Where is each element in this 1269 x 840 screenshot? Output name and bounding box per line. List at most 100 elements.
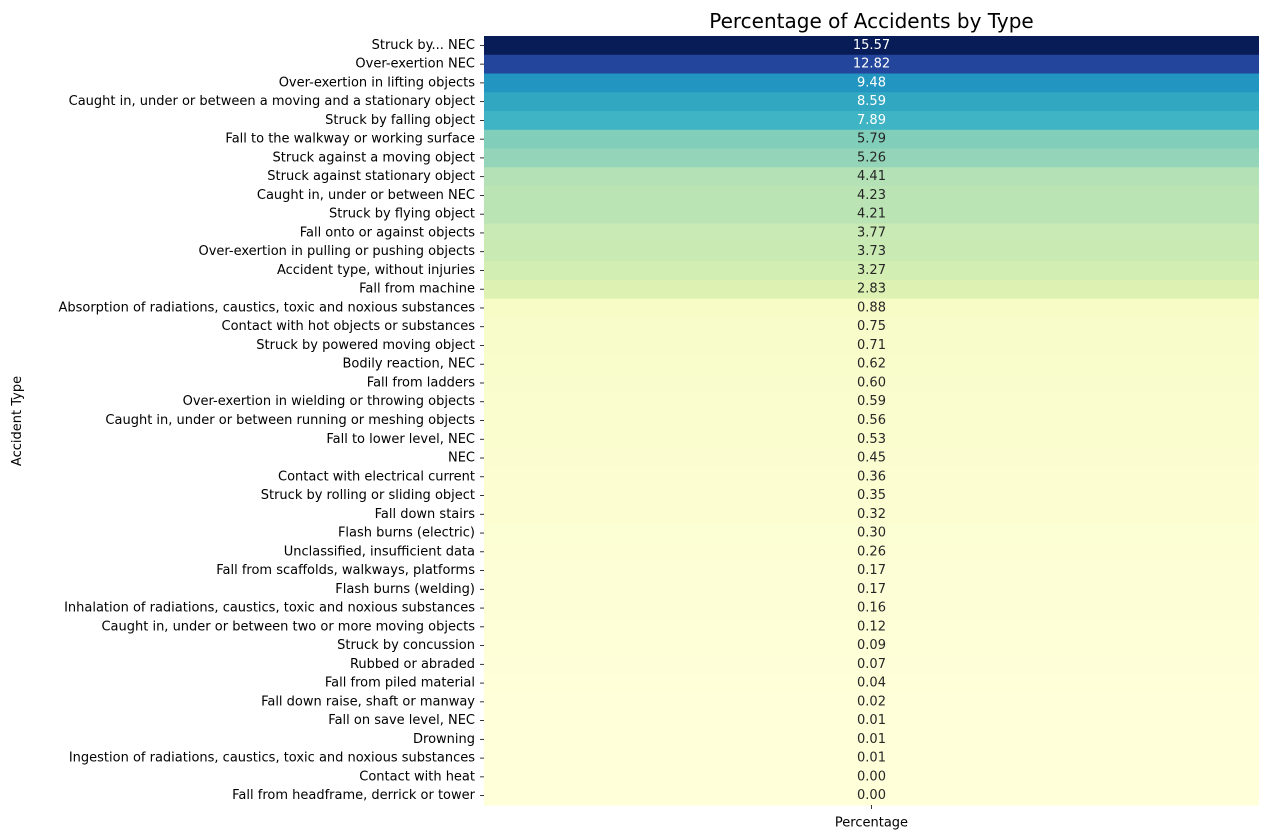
cell-value-label: 0.17: [857, 582, 886, 597]
y-tick-label: Fall down stairs: [375, 507, 476, 522]
heatmap-cell: [484, 429, 1259, 450]
y-tick-label: Caught in, under or between a moving and…: [69, 94, 475, 109]
cell-value-label: 0.32: [857, 507, 886, 522]
cell-value-label: 4.21: [857, 207, 886, 222]
cell-value-label: 15.57: [853, 38, 890, 53]
cell-value-label: 0.00: [857, 788, 886, 803]
cell-value-label: 0.00: [857, 769, 886, 784]
cell-value-label: 0.04: [857, 676, 886, 691]
heatmap-cell: [484, 111, 1259, 131]
heatmap-cell: [484, 523, 1259, 544]
cell-value-label: 12.82: [853, 57, 890, 72]
cell-value-label: 4.41: [857, 169, 886, 184]
chart-title: Percentage of Accidents by Type: [709, 9, 1034, 33]
y-tick-label: Fall from machine: [359, 282, 475, 297]
x-tick-label: Percentage: [835, 816, 908, 831]
heatmap-cell: [484, 36, 1259, 56]
y-tick-label: Flash burns (welding): [335, 582, 475, 597]
y-tick-label: NEC: [448, 451, 475, 466]
y-tick-label: Struck against a moving object: [273, 150, 475, 165]
heatmap-cell: [484, 579, 1259, 600]
heatmap-cell: [484, 317, 1259, 337]
y-tick-label: Fall from piled material: [325, 676, 475, 691]
y-tick-label: Rubbed or abraded: [350, 657, 475, 672]
y-tick-label: Contact with heat: [359, 769, 475, 784]
cell-value-label: 0.53: [857, 432, 886, 447]
cell-value-label: 0.59: [857, 394, 886, 409]
y-tick-label: Over-exertion in wielding or throwing ob…: [183, 394, 476, 409]
y-tick-label: Struck by powered moving object: [256, 338, 475, 353]
heatmap-cell: [484, 748, 1259, 769]
cell-value-label: 0.02: [857, 694, 886, 709]
heatmap-cell: [484, 561, 1259, 581]
heatmap-cell: [484, 467, 1259, 487]
cell-value-label: 0.01: [857, 713, 886, 728]
cell-value-label: 0.62: [857, 357, 886, 372]
heatmap-cell: [484, 54, 1259, 75]
cell-value-label: 0.56: [857, 413, 886, 428]
y-tick-label: Struck by flying object: [329, 207, 475, 222]
cell-value-label: 3.73: [857, 244, 886, 259]
y-tick-label: Caught in, under or between NEC: [257, 188, 475, 203]
heatmap-cell: [484, 204, 1259, 225]
y-tick-label: Unclassified, insufficient data: [284, 544, 475, 559]
heatmap-cell: [484, 729, 1259, 750]
cell-value-label: 9.48: [857, 75, 886, 90]
y-tick-label: Struck by falling object: [325, 113, 475, 128]
y-tick-label: Fall onto or against objects: [300, 225, 476, 240]
cell-value-label: 0.26: [857, 544, 886, 559]
cell-value-label: 7.89: [857, 113, 886, 128]
y-tick-label: Caught in, under or between running or m…: [105, 413, 475, 428]
heatmap-cell: [484, 223, 1259, 243]
cell-value-label: 0.01: [857, 751, 886, 766]
cell-value-label: 3.27: [857, 263, 886, 278]
x-axis: Percentage: [835, 805, 908, 831]
y-tick-label: Fall from ladders: [367, 375, 475, 390]
y-axis-label: Accident Type: [10, 376, 25, 466]
cell-value-label: 0.60: [857, 375, 886, 390]
cell-value-label: 4.23: [857, 188, 886, 203]
cell-value-label: 0.75: [857, 319, 886, 334]
y-tick-label: Drowning: [413, 732, 475, 747]
heatmap-cell: [484, 673, 1259, 694]
y-tick-label: Flash burns (electric): [338, 526, 475, 541]
y-tick-label: Fall on save level, NEC: [328, 713, 475, 728]
heatmap-cell: [484, 129, 1259, 150]
cell-value-label: 0.17: [857, 563, 886, 578]
y-tick-label: Struck against stationary object: [267, 169, 475, 184]
y-tick-label: Over-exertion in lifting objects: [279, 75, 476, 90]
heatmap-cell: [484, 692, 1259, 712]
y-tick-label: Accident type, without injuries: [277, 263, 475, 278]
y-tick-label: Over-exertion NEC: [355, 57, 475, 72]
heatmap-cell: [484, 167, 1259, 187]
cell-value-label: 0.71: [857, 338, 886, 353]
heatmap-cell: [484, 786, 1259, 806]
heatmap-cell: [484, 767, 1259, 787]
heatmap-cell: [484, 636, 1259, 656]
cell-value-label: 0.01: [857, 732, 886, 747]
cell-value-label: 5.26: [857, 150, 886, 165]
y-tick-label: Fall from headframe, derrick or tower: [232, 788, 476, 803]
y-tick-label: Fall from scaffolds, walkways, platforms: [216, 563, 475, 578]
y-tick-label: Absorption of radiations, caustics, toxi…: [58, 300, 475, 315]
y-tick-label: Inhalation of radiations, caustics, toxi…: [64, 601, 475, 616]
heatmap-cell: [484, 711, 1259, 731]
heatmap-cell: [484, 73, 1259, 93]
y-tick-label: Struck by rolling or sliding object: [261, 488, 475, 503]
heatmap-cell: [484, 336, 1259, 356]
cell-value-label: 0.07: [857, 657, 886, 672]
y-tick-label: Ingestion of radiations, caustics, toxic…: [69, 751, 475, 766]
cell-value-label: 0.30: [857, 526, 886, 541]
y-tick-labels: Struck by... NEC Over-exertion NEC Over-ex…: [58, 38, 484, 803]
y-tick-label: Caught in, under or between two or more …: [101, 619, 475, 634]
heatmap-cell: [484, 92, 1259, 112]
y-tick-label: Contact with hot objects or substances: [222, 319, 476, 334]
y-tick-label: Contact with electrical current: [278, 469, 475, 484]
cell-value-label: 0.12: [857, 619, 886, 634]
heatmap-cell: [484, 542, 1259, 562]
heatmap-cell: [484, 148, 1259, 168]
y-tick-label: Bodily reaction, NEC: [342, 357, 475, 372]
heatmap-cell: [484, 373, 1259, 393]
cell-value-label: 0.35: [857, 488, 886, 503]
